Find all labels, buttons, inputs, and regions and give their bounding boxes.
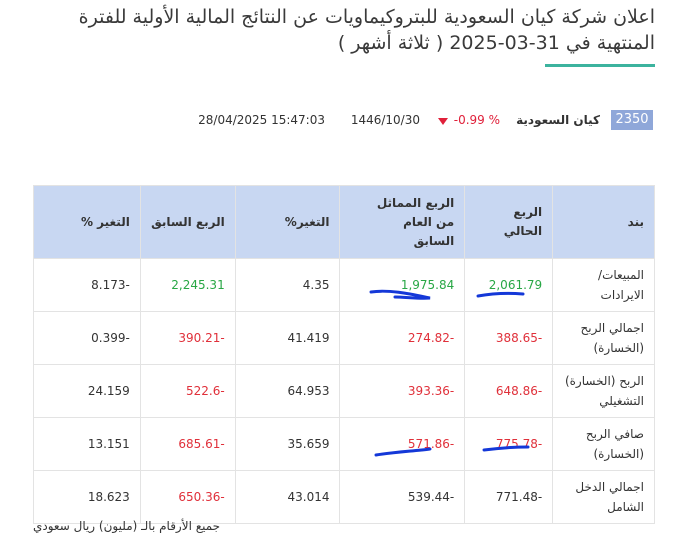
header-row: بند الربع الحالي الربع المماثل من العام … (33, 185, 655, 259)
value-cell: 43.014 (234, 470, 341, 524)
header-cell: بند (552, 185, 655, 259)
header-cell: الربع الحالي (464, 185, 554, 259)
row-label: المبيعات/ الايرادات (552, 258, 655, 312)
value-cell: 24.159 (33, 364, 141, 418)
header-cell: الربع السابق (139, 185, 236, 259)
value-cell: 775.78- (464, 417, 554, 471)
title-line: اعلان شركة كيان السعودية للبتروكيماويات … (78, 6, 655, 28)
value-cell: 388.65- (464, 311, 554, 365)
value-cell: 4.35 (234, 258, 341, 312)
company-name: كيان السعودية (516, 113, 600, 127)
table-row: اجمالي الربح (الخسارة) 388.65- 274.82- 41.4… (33, 311, 655, 365)
table-row: اجمالي الدخل الشامل 771.48- 539.44- 43.014 6… (33, 470, 655, 524)
ink-underline (482, 445, 530, 452)
stock-code: 2350 (611, 110, 653, 130)
value-cell: 8.173- (33, 258, 141, 312)
value-cell: 393.36- (339, 364, 466, 418)
value-cell: 35.659 (234, 417, 341, 471)
title: اعلان شركة كيان السعودية للبتروكيماويات … (15, 4, 655, 56)
footnote: جميع الأرقام بالـ (مليون) ريال سعودي (33, 519, 221, 533)
datetime: 28/04/2025 15:47:03 (198, 113, 325, 127)
ink-underline (374, 447, 432, 457)
value-cell: 1,975.84 (339, 258, 466, 312)
header-cell: التغير % (33, 185, 141, 259)
down-arrow (438, 118, 448, 125)
value-cell: 539.44- (339, 470, 466, 524)
title-line: المنتهية في 31-03-2025 ( ثلاثة أشهر ) (337, 32, 655, 54)
row-label: صافي الربح (الخسارة) (552, 417, 655, 471)
price-change: -0.99 % (453, 113, 500, 127)
title-underline (545, 64, 655, 67)
value-cell: 650.36- (139, 470, 236, 524)
header-cell: الربع المماثل من العام السابق (339, 185, 466, 259)
table-row: صافي الربح (الخسارة) 775.78- 571.86- 35.659… (33, 417, 655, 471)
value-cell: 771.48- (464, 470, 554, 524)
value-cell: 571.86- (339, 417, 466, 471)
value-cell: 685.61- (139, 417, 236, 471)
row-label: اجمالي الربح (الخسارة) (552, 311, 655, 365)
results-table: بند الربع الحالي الربع المماثل من العام … (33, 185, 655, 524)
value-cell: 18.623 (33, 470, 141, 524)
value-cell: 0.399- (33, 311, 141, 365)
row-label: اجمالي الدخل الشامل (552, 470, 655, 524)
header-cell: التغير% (234, 185, 341, 259)
value-cell: 522.6- (139, 364, 236, 418)
value-cell: 41.419 (234, 311, 341, 365)
hijri-date: 1446/10/30 (350, 113, 420, 127)
row-label: الربح (الخسارة) التشغيلي (552, 364, 655, 418)
ink-underline (369, 289, 431, 300)
value-cell: 2,061.79 (464, 258, 554, 312)
table-row: المبيعات/ الايرادات 2,061.79 1,975.84 4.35 2… (33, 258, 655, 312)
value-cell: 648.86- (464, 364, 554, 418)
ink-underline (476, 291, 525, 298)
